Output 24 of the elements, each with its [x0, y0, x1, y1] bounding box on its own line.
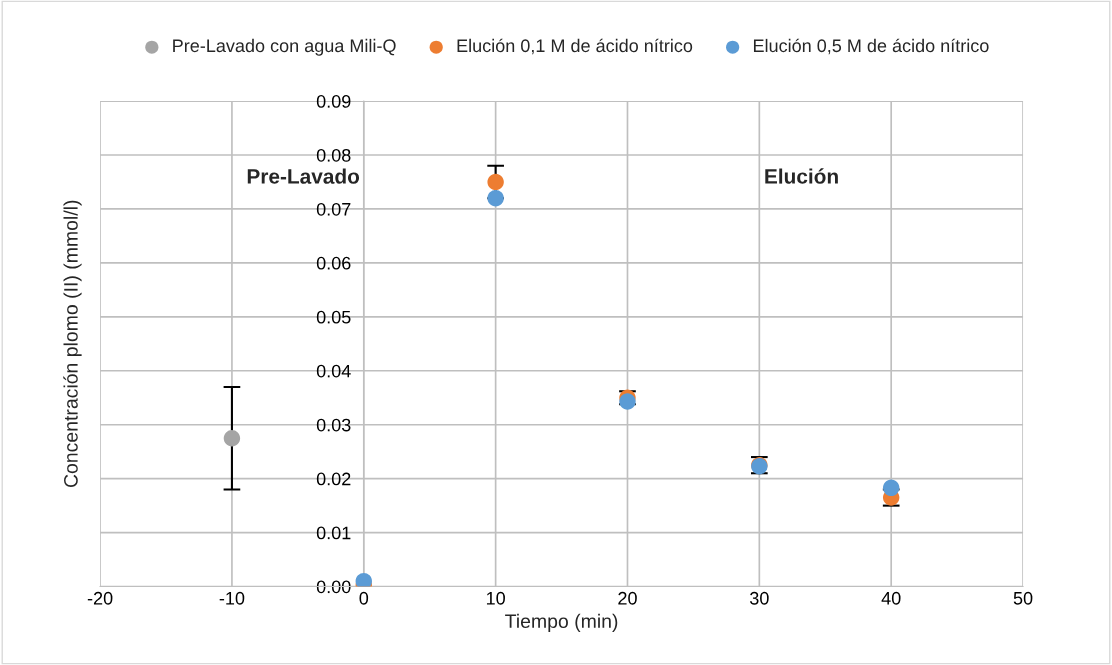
y-tick-label: 0.02: [316, 472, 351, 486]
x-tick-label: 10: [486, 591, 505, 605]
y-tick-label: 0.05: [316, 310, 351, 324]
x-tick-label: 0: [359, 591, 369, 605]
x-tick-label: -10: [219, 591, 245, 605]
legend-label: Pre-Lavado con agua Mili-Q: [173, 38, 396, 56]
y-tick-label: 0.07: [316, 202, 351, 216]
x-tick-label: 40: [881, 591, 901, 605]
x-tick-label: 50: [1013, 591, 1033, 605]
annotation: Elución: [765, 168, 838, 184]
annotation: Pre-Lavado: [247, 168, 360, 184]
y-tick-label: 0.08: [316, 148, 351, 162]
legend-label: Elución 0,5 M de ácido nítrico: [753, 38, 989, 55]
y-tick-label: 0.01: [316, 526, 351, 540]
legend-label: Elución 0,1 M de ácido nítrico: [457, 38, 693, 55]
y-tick-label: 0.03: [316, 418, 351, 432]
x-tick-label: 20: [618, 591, 637, 605]
y-tick-label: 0.09: [316, 95, 351, 108]
x-axis-title: Tiempo (min): [505, 613, 618, 632]
x-tick-label: -20: [87, 591, 113, 605]
y-axis-title: Concentración plomo (II) (mmol/l): [63, 200, 82, 488]
y-tick-label: 0.04: [316, 364, 351, 378]
y-tick-label: 0.06: [316, 256, 351, 270]
x-tick-label: 30: [749, 591, 769, 605]
